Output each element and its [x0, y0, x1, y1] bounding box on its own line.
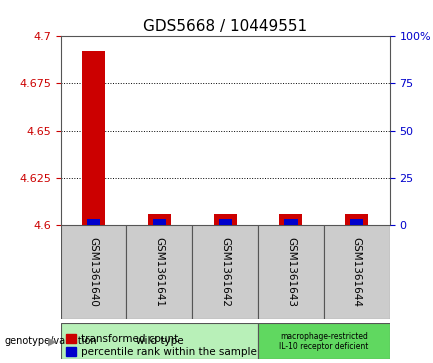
Bar — [192, 225, 258, 319]
Bar — [350, 219, 363, 225]
Text: macrophage-restricted
IL-10 receptor deficient: macrophage-restricted IL-10 receptor def… — [279, 331, 368, 351]
Bar — [213, 214, 237, 225]
Text: wild type: wild type — [136, 336, 183, 346]
Text: GSM1361644: GSM1361644 — [352, 237, 362, 307]
Bar — [126, 225, 192, 319]
Text: GSM1361641: GSM1361641 — [154, 237, 165, 307]
Bar — [279, 214, 303, 225]
Legend: transformed count, percentile rank within the sample: transformed count, percentile rank withi… — [66, 334, 257, 357]
Bar — [219, 219, 232, 225]
Bar — [284, 219, 297, 225]
Text: GSM1361643: GSM1361643 — [286, 237, 296, 307]
Text: genotype/variation: genotype/variation — [4, 336, 97, 346]
Bar — [61, 323, 258, 359]
Bar — [87, 219, 100, 225]
Bar — [324, 225, 390, 319]
Bar — [82, 52, 105, 225]
Bar — [258, 323, 390, 359]
Bar — [153, 219, 166, 225]
Text: GSM1361640: GSM1361640 — [88, 237, 99, 307]
Text: GSM1361642: GSM1361642 — [220, 237, 230, 307]
Bar — [148, 214, 171, 225]
Bar — [258, 225, 324, 319]
Bar — [61, 225, 126, 319]
Title: GDS5668 / 10449551: GDS5668 / 10449551 — [143, 19, 307, 34]
Text: ▶: ▶ — [48, 336, 56, 346]
Bar — [345, 214, 368, 225]
